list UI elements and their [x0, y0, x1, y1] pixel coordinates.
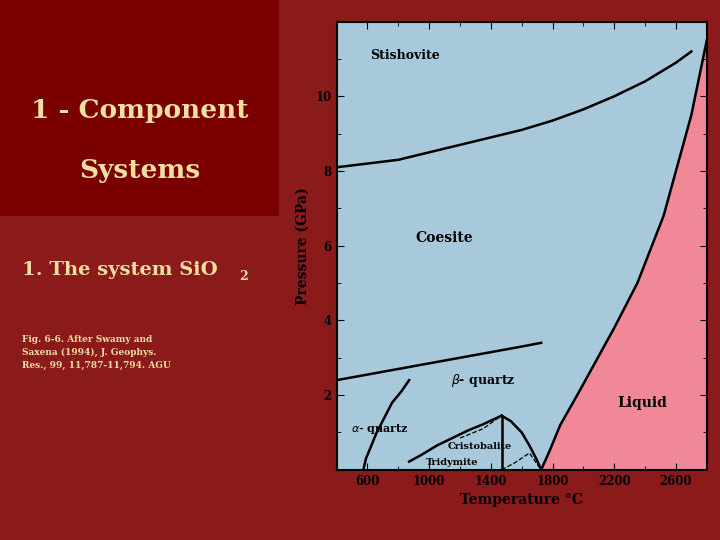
Text: Fig. 6-6. After Swamy and
Saxena (1994), J. Geophys.
Res., 99, 11,787-11,794. AG: Fig. 6-6. After Swamy and Saxena (1994),…	[22, 335, 171, 370]
Text: 2: 2	[239, 270, 248, 283]
Text: Coesite: Coesite	[415, 231, 474, 245]
Bar	[0, 0, 279, 216]
Text: $\beta$- quartz: $\beta$- quartz	[451, 372, 516, 389]
Y-axis label: Pressure (GPa): Pressure (GPa)	[296, 187, 310, 305]
Text: Liquid: Liquid	[617, 396, 667, 409]
Text: Tridymite: Tridymite	[426, 458, 479, 467]
Text: Systems: Systems	[79, 158, 200, 183]
Text: 1. The system SiO: 1. The system SiO	[22, 261, 218, 279]
Text: 1 - Component: 1 - Component	[31, 98, 248, 123]
Text: Stishovite: Stishovite	[371, 49, 441, 62]
Text: $\alpha$- quartz: $\alpha$- quartz	[351, 422, 408, 436]
X-axis label: Temperature °C: Temperature °C	[460, 493, 583, 507]
Text: Cristobalite: Cristobalite	[448, 442, 512, 451]
Polygon shape	[541, 22, 707, 470]
